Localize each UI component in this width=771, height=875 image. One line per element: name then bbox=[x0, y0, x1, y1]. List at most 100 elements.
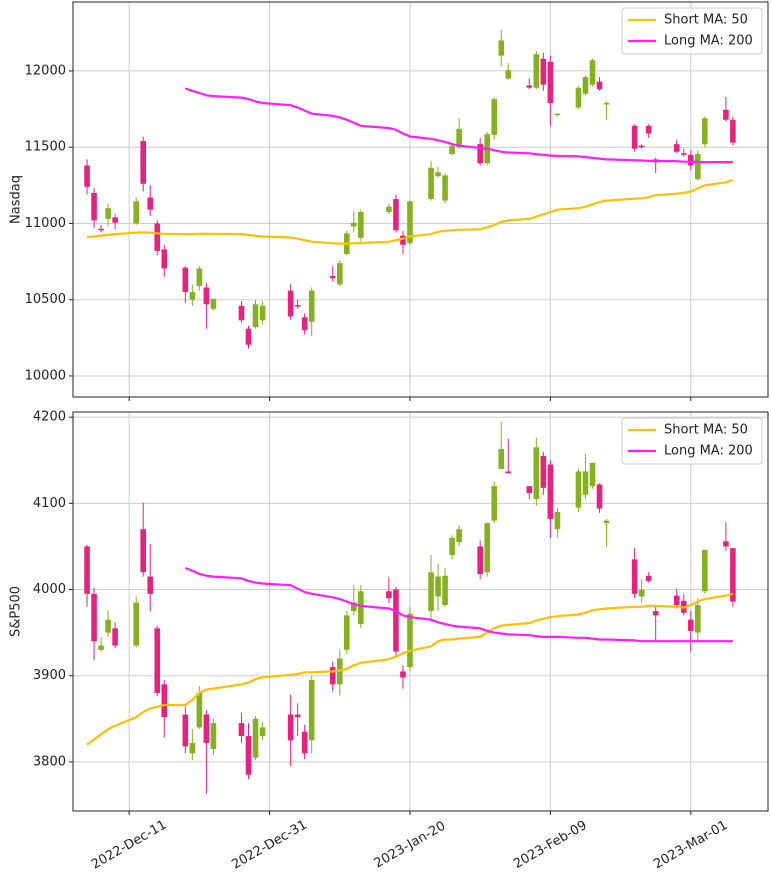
legend-label: Long MA: 200 bbox=[664, 444, 753, 459]
y-tick-label: 10000 bbox=[25, 368, 66, 383]
candle-body bbox=[84, 546, 90, 594]
ma-line bbox=[86, 178, 734, 245]
x-tick-label: 2022-Dec-31 bbox=[229, 817, 309, 872]
candle-body bbox=[484, 523, 490, 573]
y-tick-label: 4000 bbox=[33, 582, 66, 597]
candle-body bbox=[189, 292, 196, 300]
candle-body bbox=[147, 576, 154, 594]
candle-body bbox=[631, 125, 638, 149]
candle-body bbox=[477, 144, 483, 164]
legend-box bbox=[621, 7, 763, 55]
candle-body bbox=[596, 484, 603, 509]
y-tick-label: 3900 bbox=[33, 668, 66, 683]
candle-body bbox=[91, 192, 97, 221]
candle-body bbox=[702, 549, 708, 592]
candle-body bbox=[238, 723, 245, 737]
candle-body bbox=[386, 206, 392, 213]
candle-body bbox=[189, 742, 196, 754]
candle-body bbox=[673, 595, 680, 606]
panel: 10000 10500 11000 11500 12000 Nasdaq Short MA:… bbox=[9, 1, 769, 401]
candle-body bbox=[638, 589, 645, 597]
candle-body bbox=[105, 619, 111, 633]
candle-body bbox=[238, 305, 245, 321]
candle-body bbox=[491, 99, 498, 135]
candle-body bbox=[575, 87, 582, 108]
candle-body bbox=[210, 723, 217, 749]
candle-body bbox=[351, 602, 357, 612]
x-tick-label: 2023-Jan-20 bbox=[372, 819, 449, 872]
ma-line bbox=[184, 566, 733, 643]
candle-body bbox=[498, 40, 505, 56]
candle-body bbox=[329, 276, 336, 279]
candle-body bbox=[133, 602, 139, 646]
candle-body bbox=[196, 268, 203, 286]
candle-body bbox=[393, 589, 399, 652]
candle-body bbox=[245, 328, 252, 345]
candle-body bbox=[343, 615, 350, 650]
candle-body bbox=[210, 298, 217, 309]
candle-body bbox=[112, 628, 118, 646]
x-tick-label: 2023-Feb-09 bbox=[511, 818, 590, 872]
candle-body bbox=[386, 591, 392, 599]
candle-body bbox=[203, 714, 210, 743]
candle-body bbox=[294, 305, 301, 307]
y-tick-label: 3800 bbox=[33, 754, 66, 769]
candle-body bbox=[554, 511, 561, 530]
candle-body bbox=[428, 167, 434, 200]
candle-body bbox=[673, 144, 680, 152]
candle-body bbox=[547, 61, 554, 103]
y-axis-label: Nasdaq bbox=[9, 175, 24, 224]
candle-body bbox=[694, 154, 701, 180]
candle-body bbox=[351, 222, 357, 227]
candle-body bbox=[196, 692, 203, 728]
candle-body bbox=[589, 60, 596, 85]
candle-body bbox=[407, 613, 413, 668]
candle-body bbox=[140, 529, 147, 573]
candle-body bbox=[308, 290, 315, 322]
candle-body bbox=[491, 486, 498, 521]
candle-body bbox=[161, 249, 168, 269]
candle-body bbox=[182, 267, 189, 293]
candle-body bbox=[554, 113, 561, 116]
x-tick-label: 2023-Mar-01 bbox=[651, 818, 730, 872]
candle-body bbox=[203, 287, 210, 305]
candle-body bbox=[652, 611, 659, 616]
candle-body bbox=[575, 471, 582, 508]
candle-body bbox=[252, 304, 259, 328]
candle-body bbox=[687, 619, 694, 631]
candle-body bbox=[154, 628, 161, 693]
candle-body bbox=[329, 667, 336, 685]
candle-body bbox=[336, 263, 343, 285]
candle-body bbox=[702, 118, 708, 145]
candle-body bbox=[294, 714, 301, 718]
candle-body bbox=[98, 645, 104, 650]
candle-body bbox=[730, 548, 736, 602]
candle-body bbox=[252, 718, 259, 758]
candle-body bbox=[105, 208, 111, 219]
candle-body bbox=[540, 455, 547, 488]
candle-body bbox=[582, 77, 589, 94]
plot-frame bbox=[72, 411, 769, 812]
candle-body bbox=[91, 593, 97, 642]
candle-body bbox=[456, 128, 462, 148]
candle-body bbox=[140, 141, 147, 184]
candle-body bbox=[505, 471, 512, 474]
candle-body bbox=[596, 81, 603, 90]
y-tick-label: 12000 bbox=[25, 63, 66, 78]
candle-body bbox=[287, 290, 294, 317]
x-tick-label: 2022-Dec-11 bbox=[89, 817, 169, 872]
candle-body bbox=[526, 85, 533, 88]
candle-body bbox=[687, 154, 694, 166]
candle-body bbox=[301, 731, 308, 754]
candle-body bbox=[456, 529, 462, 543]
candle-body bbox=[84, 165, 90, 187]
candle-body bbox=[723, 541, 729, 547]
candle-body bbox=[547, 464, 554, 519]
candle-body bbox=[133, 201, 139, 224]
y-tick-label: 11500 bbox=[25, 140, 66, 155]
candle-body bbox=[358, 591, 364, 624]
candle-body bbox=[287, 714, 294, 741]
legend-label: Short MA: 50 bbox=[664, 13, 748, 28]
ma-line bbox=[184, 87, 733, 164]
candle-body bbox=[98, 228, 104, 231]
